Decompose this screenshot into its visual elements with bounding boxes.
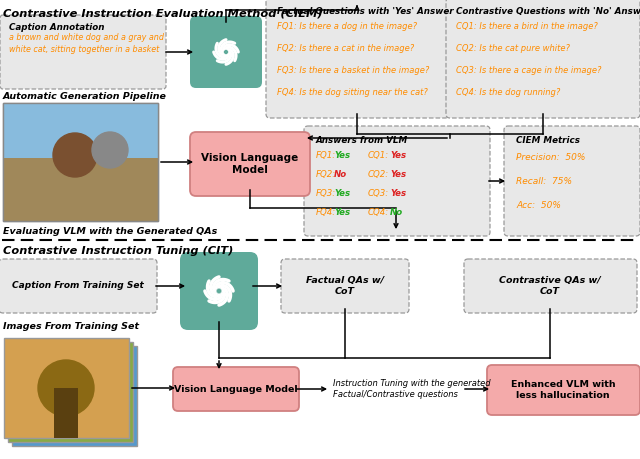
FancyBboxPatch shape <box>180 252 258 330</box>
FancyBboxPatch shape <box>54 388 78 438</box>
Text: CQ1:: CQ1: <box>368 151 389 160</box>
Text: FQ2: Is there a cat in the image?: FQ2: Is there a cat in the image? <box>277 44 414 53</box>
Text: FQ2:: FQ2: <box>316 170 336 179</box>
Text: Answers from VLM: Answers from VLM <box>316 136 408 145</box>
Text: Evaluating VLM with the Generated QAs: Evaluating VLM with the Generated QAs <box>3 227 217 236</box>
FancyBboxPatch shape <box>3 158 158 221</box>
Circle shape <box>53 133 97 177</box>
Text: Contrastive Instruction Tuning (CIT): Contrastive Instruction Tuning (CIT) <box>3 246 234 256</box>
Text: Contrastive QAs w/
CoT: Contrastive QAs w/ CoT <box>499 276 601 296</box>
Text: Yes: Yes <box>334 189 350 198</box>
Text: Vision Language
Model: Vision Language Model <box>202 153 299 175</box>
Text: CQ2:: CQ2: <box>368 170 389 179</box>
Text: Yes: Yes <box>334 208 350 217</box>
FancyBboxPatch shape <box>0 15 166 89</box>
Text: CQ2: Is the cat pure white?: CQ2: Is the cat pure white? <box>456 44 570 53</box>
Text: Enhanced VLM with
less hallucination: Enhanced VLM with less hallucination <box>511 381 615 400</box>
Text: Yes: Yes <box>390 151 406 160</box>
Text: CIEM Metrics: CIEM Metrics <box>516 136 580 145</box>
FancyBboxPatch shape <box>281 259 409 313</box>
FancyBboxPatch shape <box>446 0 640 118</box>
Text: Acc:  50%: Acc: 50% <box>516 201 561 210</box>
FancyBboxPatch shape <box>190 132 310 196</box>
Text: No: No <box>334 170 347 179</box>
FancyBboxPatch shape <box>4 338 129 438</box>
Text: Yes: Yes <box>334 151 350 160</box>
Text: No: No <box>390 208 403 217</box>
Text: Factual Questions with 'Yes' Answer: Factual Questions with 'Yes' Answer <box>277 7 454 16</box>
Circle shape <box>38 360 94 416</box>
FancyBboxPatch shape <box>464 259 637 313</box>
Text: Recall:  75%: Recall: 75% <box>516 177 572 186</box>
FancyBboxPatch shape <box>3 103 158 158</box>
Text: Contrastive Instruction Evaluation Method (CIEM): Contrastive Instruction Evaluation Metho… <box>3 9 323 19</box>
FancyBboxPatch shape <box>8 342 133 442</box>
Text: FQ4: Is the dog sitting near the cat?: FQ4: Is the dog sitting near the cat? <box>277 88 428 97</box>
Text: Yes: Yes <box>390 189 406 198</box>
Text: Automatic Generation Pipeline: Automatic Generation Pipeline <box>3 92 167 101</box>
Text: CQ3: Is there a cage in the image?: CQ3: Is there a cage in the image? <box>456 66 602 75</box>
Text: CQ4:: CQ4: <box>368 208 389 217</box>
Text: Caption Annotation: Caption Annotation <box>9 23 104 32</box>
FancyBboxPatch shape <box>304 126 490 236</box>
Text: Vision Language Model: Vision Language Model <box>174 385 298 393</box>
FancyBboxPatch shape <box>190 16 262 88</box>
Text: FQ3:: FQ3: <box>316 189 336 198</box>
FancyBboxPatch shape <box>266 0 449 118</box>
FancyBboxPatch shape <box>487 365 640 415</box>
Text: FQ1:: FQ1: <box>316 151 336 160</box>
Text: Contrastive Questions with 'No' Answer: Contrastive Questions with 'No' Answer <box>456 7 640 16</box>
Text: FQ3: Is there a basket in the image?: FQ3: Is there a basket in the image? <box>277 66 429 75</box>
Text: FQ4:: FQ4: <box>316 208 336 217</box>
Text: CQ1: Is there a bird in the image?: CQ1: Is there a bird in the image? <box>456 22 598 31</box>
Text: Images From Training Set: Images From Training Set <box>3 322 139 331</box>
Text: CQ3:: CQ3: <box>368 189 389 198</box>
Text: Caption From Training Set: Caption From Training Set <box>12 281 144 291</box>
FancyBboxPatch shape <box>3 103 158 221</box>
Text: a brown and white dog and a gray and
white cat, sitting together in a basket: a brown and white dog and a gray and whi… <box>9 33 164 54</box>
FancyBboxPatch shape <box>12 346 137 446</box>
Text: CQ4: Is the dog running?: CQ4: Is the dog running? <box>456 88 561 97</box>
Text: Precision:  50%: Precision: 50% <box>516 153 586 162</box>
Text: Instruction Tuning with the generated
Factual/Contrastive questions: Instruction Tuning with the generated Fa… <box>333 379 491 399</box>
Text: Factual QAs w/
CoT: Factual QAs w/ CoT <box>306 276 384 296</box>
FancyBboxPatch shape <box>173 367 299 411</box>
Text: FQ1: Is there a dog in the image?: FQ1: Is there a dog in the image? <box>277 22 417 31</box>
Circle shape <box>92 132 128 168</box>
FancyBboxPatch shape <box>504 126 640 236</box>
FancyBboxPatch shape <box>0 259 157 313</box>
Text: Yes: Yes <box>390 170 406 179</box>
